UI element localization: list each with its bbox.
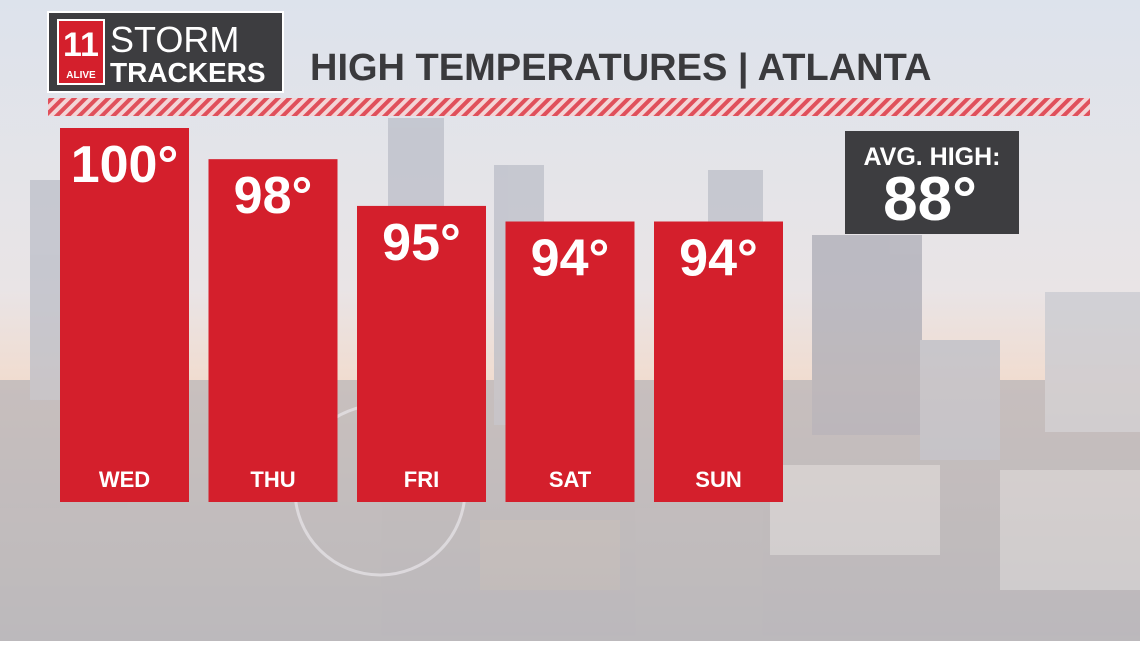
value-label: 94°: [679, 230, 758, 288]
x-tick-label: WED: [99, 467, 150, 492]
value-label: 98°: [234, 167, 313, 225]
logo-line2: TRACKERS: [110, 57, 266, 88]
bar: [505, 221, 635, 502]
title-stripe: [48, 98, 1090, 116]
logo-line1: STORM: [110, 19, 239, 60]
avg-label: AVG. HIGH:: [863, 143, 1000, 171]
bar: [208, 159, 338, 502]
chart-title: HIGH TEMPERATURES | ATLANTA: [310, 47, 931, 89]
logo-number: 11: [63, 26, 99, 64]
value-label: 100°: [71, 136, 179, 194]
value-label: 95°: [382, 214, 461, 272]
bar: [357, 205, 486, 502]
x-tick-label: SUN: [695, 467, 741, 492]
avg-value: 88°: [883, 165, 977, 234]
x-tick-label: SAT: [549, 467, 592, 492]
value-label: 94°: [531, 230, 610, 288]
logo-badge: [57, 19, 105, 85]
x-tick-label: THU: [250, 467, 295, 492]
average-box: AVG. HIGH: 88°: [845, 131, 1019, 234]
logo: 11 ALIVE STORM TRACKERS: [47, 11, 284, 93]
avg-background: [845, 131, 1019, 234]
bar: [60, 128, 189, 502]
x-tick-label: FRI: [404, 467, 439, 492]
bar: [654, 221, 783, 502]
logo-small: ALIVE: [66, 70, 96, 81]
